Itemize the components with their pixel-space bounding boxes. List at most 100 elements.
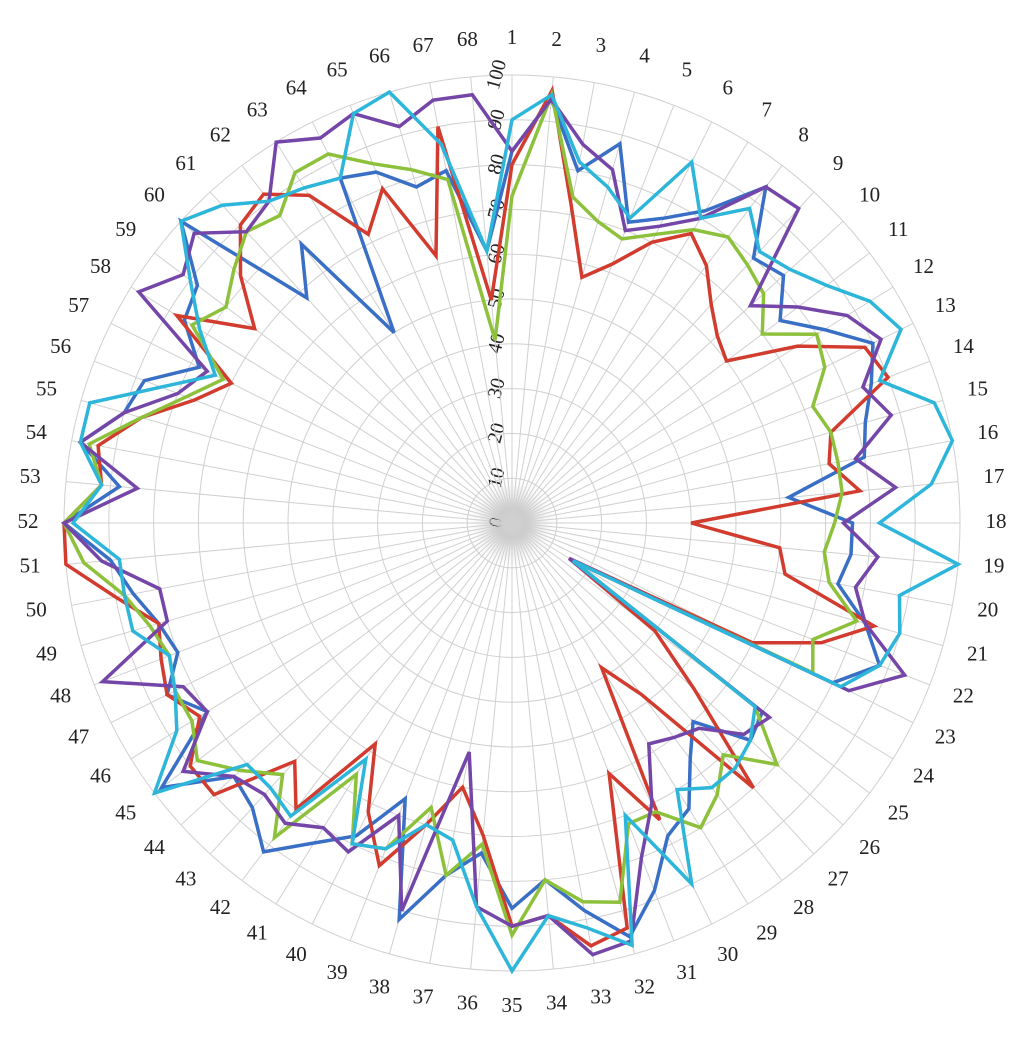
category-label: 22 bbox=[953, 684, 974, 708]
category-label: 39 bbox=[327, 960, 348, 984]
spoke bbox=[511, 522, 930, 686]
category-label: 26 bbox=[859, 835, 880, 859]
spoke bbox=[511, 522, 595, 964]
category-label: 44 bbox=[144, 835, 166, 859]
category-label: 14 bbox=[953, 334, 975, 358]
spoke bbox=[71, 522, 513, 606]
category-label: 57 bbox=[68, 293, 89, 317]
category-label: 15 bbox=[967, 376, 988, 400]
category-label: 47 bbox=[68, 725, 89, 749]
spoke bbox=[511, 522, 953, 606]
category-label: 54 bbox=[26, 420, 48, 444]
category-label: 58 bbox=[90, 254, 111, 278]
category-label: 53 bbox=[20, 464, 41, 488]
category-label: 52 bbox=[18, 509, 39, 533]
category-label: 50 bbox=[26, 598, 47, 622]
spoke bbox=[80, 522, 513, 647]
category-label: 48 bbox=[50, 684, 71, 708]
spoke bbox=[241, 522, 513, 881]
category-label: 24 bbox=[913, 764, 935, 788]
category-label: 38 bbox=[369, 974, 390, 998]
spoke bbox=[349, 522, 513, 941]
category-label: 25 bbox=[888, 800, 909, 824]
spoke bbox=[511, 322, 914, 524]
spoke bbox=[511, 522, 783, 881]
spoke bbox=[511, 165, 783, 524]
category-label: 28 bbox=[793, 895, 814, 919]
spoke bbox=[511, 522, 675, 941]
spoke bbox=[110, 522, 513, 724]
category-label: 34 bbox=[546, 991, 568, 1015]
category-label: 4 bbox=[639, 43, 650, 67]
category-label: 59 bbox=[115, 217, 136, 241]
category-label: 5 bbox=[682, 57, 693, 81]
spoke bbox=[511, 220, 844, 524]
category-label: 13 bbox=[935, 293, 956, 317]
spoke bbox=[65, 522, 513, 565]
spoke bbox=[311, 522, 513, 925]
category-label: 8 bbox=[798, 123, 809, 147]
category-label: 2 bbox=[551, 27, 562, 51]
spoke bbox=[511, 522, 815, 855]
category-label: 41 bbox=[247, 920, 268, 944]
category-label: 10 bbox=[859, 183, 880, 207]
spoke bbox=[94, 522, 513, 686]
category-label: 55 bbox=[36, 376, 57, 400]
category-label: 1 bbox=[507, 25, 518, 49]
category-label: 60 bbox=[144, 183, 165, 207]
spoke bbox=[130, 522, 513, 760]
series-line bbox=[61, 92, 908, 957]
category-label: 9 bbox=[833, 151, 844, 175]
spoke bbox=[511, 522, 844, 826]
spoke bbox=[180, 220, 513, 524]
category-label: 3 bbox=[596, 33, 607, 57]
spoke bbox=[94, 360, 513, 524]
spoke bbox=[511, 440, 953, 524]
spoke bbox=[511, 76, 554, 524]
category-label: 21 bbox=[967, 641, 988, 665]
spoke bbox=[154, 252, 513, 524]
category-label: 20 bbox=[977, 598, 998, 622]
spoke bbox=[388, 91, 513, 524]
spoke bbox=[275, 522, 513, 905]
spoke bbox=[388, 522, 513, 955]
category-label: 42 bbox=[210, 895, 231, 919]
spoke bbox=[154, 522, 513, 794]
category-label: 62 bbox=[210, 123, 231, 147]
spoke bbox=[511, 191, 815, 524]
category-label: 43 bbox=[175, 866, 196, 890]
category-label: 29 bbox=[756, 920, 777, 944]
category-label: 16 bbox=[977, 420, 998, 444]
spoke bbox=[110, 322, 513, 524]
r-tick-label: 100 bbox=[482, 57, 511, 92]
category-label: 40 bbox=[286, 942, 307, 966]
category-label: 12 bbox=[913, 254, 934, 278]
category-label: 19 bbox=[983, 553, 1004, 577]
category-label: 11 bbox=[888, 217, 908, 241]
spoke bbox=[511, 522, 636, 955]
spoke bbox=[429, 82, 513, 524]
spoke bbox=[511, 522, 554, 970]
category-label: 30 bbox=[717, 942, 738, 966]
category-label: 18 bbox=[986, 509, 1007, 533]
category-label: 64 bbox=[286, 76, 308, 100]
category-label: 66 bbox=[369, 43, 390, 67]
category-label: 32 bbox=[634, 974, 655, 998]
spoke bbox=[511, 522, 749, 905]
spoke bbox=[349, 105, 513, 524]
category-label: 37 bbox=[413, 985, 434, 1009]
category-label: 36 bbox=[457, 991, 478, 1015]
category-label: 27 bbox=[828, 866, 849, 890]
spoke bbox=[511, 522, 713, 925]
spoke bbox=[511, 522, 870, 794]
category-label: 51 bbox=[20, 553, 41, 577]
spoke bbox=[511, 481, 959, 524]
category-label: 63 bbox=[247, 97, 268, 121]
spoke bbox=[511, 121, 713, 524]
spoke bbox=[511, 360, 930, 524]
category-label: 6 bbox=[722, 76, 733, 100]
spoke bbox=[511, 252, 870, 524]
category-label: 35 bbox=[502, 993, 523, 1017]
